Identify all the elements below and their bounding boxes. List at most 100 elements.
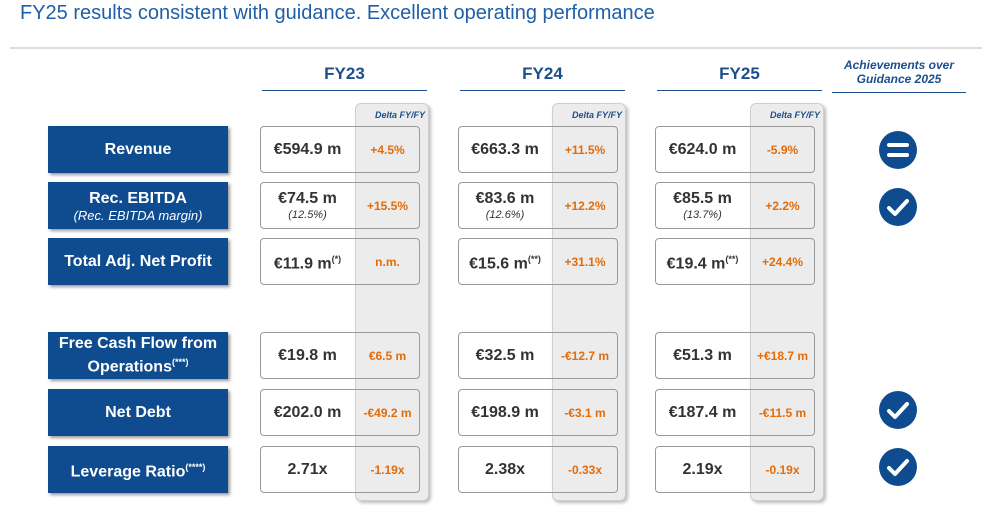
value-line: 2.38x xyxy=(458,461,552,479)
value-text: €83.6 m xyxy=(475,189,535,207)
value-line: €624.0 m xyxy=(655,141,750,159)
delta-value: +24.4% xyxy=(761,254,804,269)
delta-value: +4.5% xyxy=(370,142,405,157)
value-sub: (13.7%) xyxy=(683,208,722,221)
footnote-mark: (**) xyxy=(725,253,739,264)
value-box xyxy=(260,238,420,285)
label-main: Leverage Ratio xyxy=(70,463,186,481)
value-line: 2.71x xyxy=(260,461,355,479)
value: €663.3 m xyxy=(458,126,552,173)
value: 2.38x xyxy=(458,446,552,493)
value-line: €83.6 m xyxy=(458,190,552,208)
value: €202.0 m xyxy=(260,389,355,436)
value-box xyxy=(655,389,815,436)
delta-header: Delta FY/FY xyxy=(374,110,425,120)
value-line: €198.9 m xyxy=(458,404,552,422)
value-text: €663.3 m xyxy=(471,140,539,158)
value: €83.6 m (12.6%) xyxy=(458,182,552,229)
value-text: €202.0 m xyxy=(273,403,342,421)
value-line: €19.8 m xyxy=(260,347,355,365)
delta-value: +12.2% xyxy=(564,198,606,213)
value: 2.19x xyxy=(655,446,750,493)
label-main: Net Debt xyxy=(105,404,171,421)
label-text: Net Debt xyxy=(105,403,171,422)
delta-value: -1.19x xyxy=(370,462,405,477)
label-main: Free Cash Flow from Operations xyxy=(58,335,218,376)
icons xyxy=(879,131,917,486)
value-box xyxy=(655,126,815,173)
value-text: €187.4 m xyxy=(668,403,737,421)
value: €19.8 m xyxy=(260,332,355,379)
row-label: Free Cash Flow from Operations(***) xyxy=(48,332,228,379)
row-label: Revenue xyxy=(48,126,228,173)
value-text: €32.5 m xyxy=(475,346,535,364)
value-text: €51.3 m xyxy=(673,346,732,364)
footnote-mark: (****) xyxy=(185,461,206,472)
value-line: €85.5 m xyxy=(655,190,750,208)
delta-value: +2.2% xyxy=(765,198,800,213)
footnote-mark: (**) xyxy=(527,253,541,264)
row-label: Leverage Ratio(****) xyxy=(48,446,228,493)
value-box xyxy=(458,126,618,173)
delta-value: €6.5 m xyxy=(368,348,407,363)
value-text: 2.71x xyxy=(287,460,328,478)
value-line: €32.5 m xyxy=(458,347,552,365)
value-box xyxy=(260,389,420,436)
value: €624.0 m xyxy=(655,126,750,173)
value: €32.5 m xyxy=(458,332,552,379)
delta-value: -5.9% xyxy=(766,142,799,157)
value-line: €19.4 m(**) xyxy=(655,250,750,273)
delta-value: n.m. xyxy=(375,254,400,269)
value: 2.71x xyxy=(260,446,355,493)
label-sub: (Rec. EBITDA margin) xyxy=(73,207,203,223)
label-text: Rec. EBITDA xyxy=(89,189,187,208)
value-text: €198.9 m xyxy=(471,403,539,421)
value: €198.9 m xyxy=(458,389,552,436)
value-box xyxy=(655,238,815,285)
value-box xyxy=(260,332,420,379)
value-line: €51.3 m xyxy=(655,347,750,365)
achievements-header: Achievements over Guidance 2025 xyxy=(832,58,966,93)
footnote-mark: (***) xyxy=(171,357,189,368)
value-text: €85.5 m xyxy=(673,189,732,207)
delta-strip xyxy=(552,103,626,501)
value-box xyxy=(655,446,815,493)
value-sub: (12.5%) xyxy=(288,208,327,221)
value: €51.3 m xyxy=(655,332,750,379)
delta-value: +11.5% xyxy=(564,142,606,157)
check-icon xyxy=(879,448,917,486)
value-text: €15.6 m xyxy=(469,255,528,273)
value: €11.9 m(*) xyxy=(260,238,355,285)
value-box xyxy=(260,446,420,493)
value-line: €74.5 m xyxy=(260,190,355,208)
value-text: €624.0 m xyxy=(668,140,737,158)
value-box xyxy=(260,182,420,229)
footnote-mark: (*) xyxy=(331,253,342,264)
delta-value: -€3.1 m xyxy=(564,405,606,420)
slide-title: FY25 results consistent with guidance. E… xyxy=(20,2,655,24)
value-text: €19.8 m xyxy=(278,346,337,364)
value-text: 2.19x xyxy=(682,460,723,478)
value-box xyxy=(655,332,815,379)
value-line: €202.0 m xyxy=(260,404,355,422)
value: €85.5 m (13.7%) xyxy=(655,182,750,229)
value-box xyxy=(458,446,618,493)
label-text: Free Cash Flow from Operations(***) xyxy=(48,334,228,376)
value-text: €594.9 m xyxy=(273,140,342,158)
label-text: Total Adj. Net Profit xyxy=(64,252,212,271)
delta-value: +€18.7 m xyxy=(756,348,809,363)
value-box xyxy=(458,332,618,379)
value-line: 2.19x xyxy=(655,461,750,479)
value-box xyxy=(458,182,618,229)
delta-value: -0.19x xyxy=(765,462,800,477)
row-label: Total Adj. Net Profit xyxy=(48,238,228,285)
value-box xyxy=(260,126,420,173)
value-line: €15.6 m(**) xyxy=(458,250,552,273)
value-box xyxy=(458,389,618,436)
value: €187.4 m xyxy=(655,389,750,436)
value-line: €594.9 m xyxy=(260,141,355,159)
column-header: FY23 xyxy=(262,64,427,91)
value-line: €663.3 m xyxy=(458,141,552,159)
